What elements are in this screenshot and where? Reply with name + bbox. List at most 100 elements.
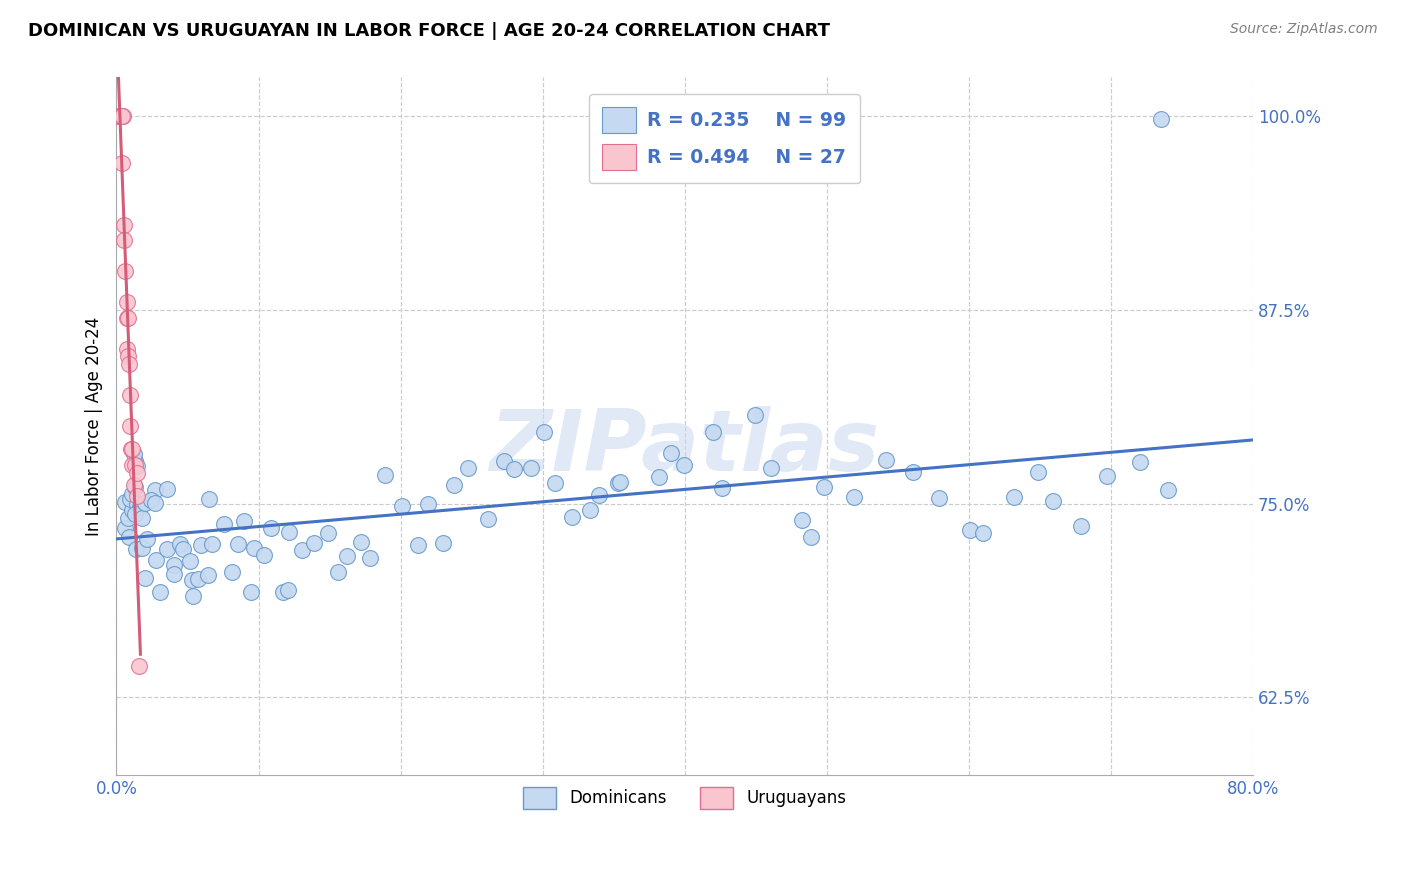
Point (759, 460, 782, 475)
Point (143, 483, 166, 498)
Point (131, 541, 153, 555)
Point (125, 497, 148, 511)
Point (443, 477, 465, 491)
Point (124, 454, 146, 468)
Point (533, 425, 555, 439)
Point (114, 520, 136, 534)
Point (127, 458, 149, 473)
Point (1026, 465, 1049, 479)
Point (117, 511, 139, 525)
Point (121, 503, 143, 517)
Point (163, 566, 186, 581)
Point (114, 495, 136, 509)
Point (1157, 483, 1180, 497)
Point (374, 467, 396, 482)
Point (117, 530, 139, 544)
Point (110, 109, 132, 123)
Point (118, 357, 141, 371)
Point (118, 388, 141, 402)
Point (278, 525, 301, 540)
Point (972, 526, 994, 541)
Point (457, 461, 479, 475)
Point (212, 517, 235, 532)
Point (112, 218, 135, 232)
Point (277, 582, 299, 597)
Point (141, 493, 163, 508)
Text: DOMINICAN VS URUGUAYAN IN LABOR FORCE | AGE 20-24 CORRELATION CHART: DOMINICAN VS URUGUAYAN IN LABOR FORCE | … (28, 22, 830, 40)
Point (243, 541, 266, 555)
Point (544, 475, 567, 490)
Point (172, 541, 194, 556)
Point (316, 525, 339, 540)
Point (156, 482, 179, 496)
Point (134, 571, 156, 585)
Point (155, 542, 177, 557)
Point (111, 155, 134, 169)
Point (120, 442, 142, 457)
Point (190, 538, 212, 552)
Point (124, 447, 146, 461)
Point (647, 470, 669, 484)
Point (792, 513, 814, 527)
Point (842, 491, 865, 505)
Point (125, 542, 148, 557)
Point (124, 508, 146, 522)
Point (226, 537, 249, 551)
Point (271, 585, 294, 599)
Point (127, 466, 149, 480)
Point (221, 565, 243, 579)
Point (108, 109, 131, 123)
Point (180, 573, 202, 587)
Point (129, 500, 152, 515)
Point (813, 480, 835, 494)
Point (120, 419, 142, 434)
Point (291, 542, 314, 557)
Point (702, 425, 724, 439)
Point (432, 536, 454, 550)
Point (1002, 491, 1025, 505)
Point (110, 109, 132, 123)
Point (110, 109, 132, 123)
Point (710, 481, 733, 495)
Point (520, 461, 543, 475)
Point (588, 488, 610, 502)
Point (359, 550, 381, 565)
Point (118, 491, 141, 506)
Point (122, 478, 145, 492)
Point (800, 530, 823, 544)
Point (179, 553, 201, 567)
Point (659, 445, 682, 459)
Point (239, 585, 262, 599)
Point (233, 515, 256, 529)
Point (959, 524, 981, 538)
Point (336, 549, 359, 563)
Point (304, 536, 326, 550)
Point (115, 295, 138, 310)
Point (134, 496, 156, 510)
Point (672, 458, 695, 472)
Point (117, 310, 139, 325)
Point (492, 454, 515, 468)
Legend: Dominicans, Uruguayans: Dominicans, Uruguayans (516, 780, 853, 815)
Text: ZIPatlas: ZIPatlas (489, 406, 880, 489)
Point (131, 511, 153, 525)
Point (561, 509, 583, 524)
Point (125, 489, 148, 503)
Point (928, 491, 950, 505)
Point (121, 442, 143, 457)
Point (197, 568, 219, 582)
Point (198, 492, 221, 507)
Point (744, 409, 766, 423)
Point (115, 310, 138, 325)
Point (349, 535, 371, 549)
Point (163, 558, 186, 573)
Point (124, 480, 146, 494)
Point (416, 497, 439, 511)
Point (1042, 493, 1064, 508)
Point (875, 453, 897, 467)
Y-axis label: In Labor Force | Age 20-24: In Labor Force | Age 20-24 (86, 317, 103, 536)
Point (609, 475, 631, 489)
Point (391, 499, 413, 513)
Point (503, 462, 526, 476)
Point (328, 565, 350, 579)
